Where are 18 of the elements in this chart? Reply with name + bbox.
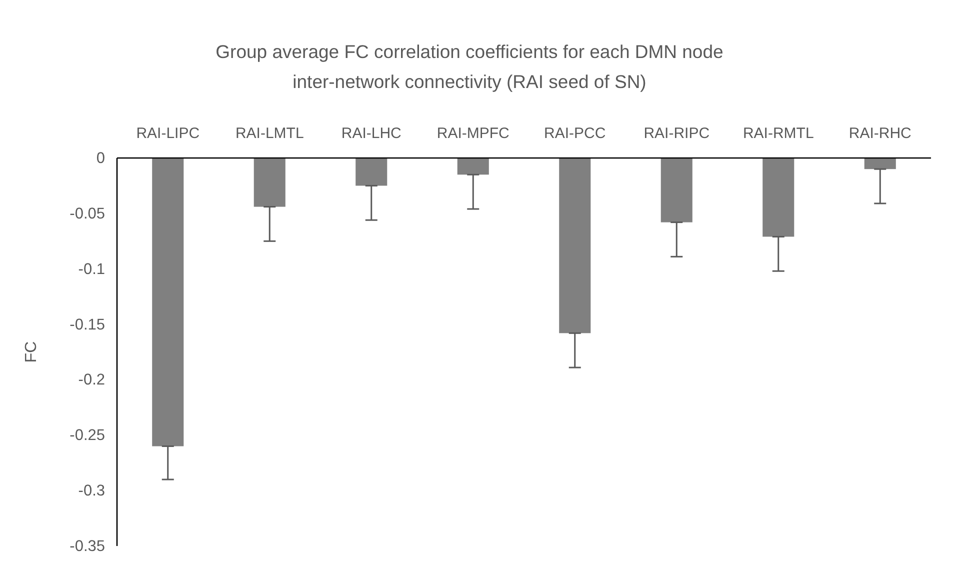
x-tick-label: RAI-RHC	[848, 125, 912, 142]
x-tick-label: RAI-PCC	[544, 125, 606, 142]
x-tick-label: RAI-LMTL	[235, 125, 304, 142]
y-axis-title: FC	[23, 341, 40, 363]
y-tick-label: -0.05	[70, 205, 105, 222]
chart-title: Group average FC correlation coefficients for each DMN node inter-network connectivity (RAI seed of SN)	[216, 41, 724, 92]
x-tick-label: RAI-LIPC	[136, 125, 200, 142]
x-tick-label: RAI-MPFC	[436, 125, 510, 142]
x-tick-label: RAI-RMTL	[742, 125, 814, 142]
y-tick-label: -0.15	[70, 316, 105, 334]
x-tick-label: RAI-RIPC	[644, 125, 710, 142]
y-tick-label: -0.35	[70, 538, 105, 555]
y-tick-label: -0.25	[70, 427, 105, 444]
y-tick-label: -0.3	[78, 482, 105, 500]
y-tick-label: -0.1	[78, 260, 105, 278]
x-tick-label: RAI-LHC	[341, 125, 402, 142]
y-tick-label: 0	[96, 150, 106, 167]
y-tick-label: -0.2	[78, 372, 105, 389]
